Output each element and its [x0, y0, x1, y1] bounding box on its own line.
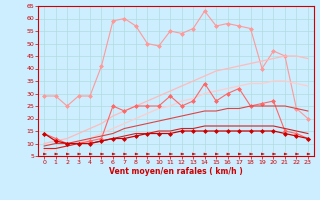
X-axis label: Vent moyen/en rafales ( km/h ): Vent moyen/en rafales ( km/h ) [109, 167, 243, 176]
